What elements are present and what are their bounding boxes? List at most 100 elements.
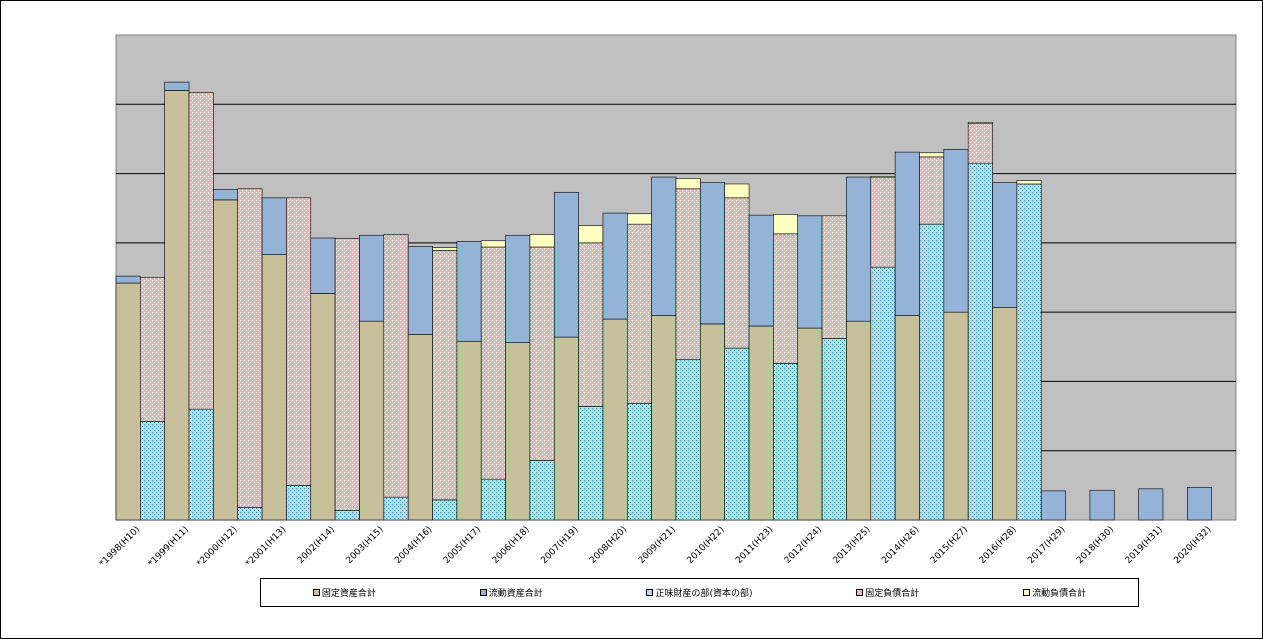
bar-asset-0-2002-h14- [310, 293, 336, 521]
bar-liability-1-2004-h16- [432, 250, 458, 501]
legend-label-current-liabilities: 流動負債合計 [1032, 589, 1087, 599]
x-tick-label-2010-h22-: 2010(H22) [685, 525, 726, 566]
bar-asset-0--2001-h13- [261, 254, 287, 521]
bar-asset-1-2014-h26- [894, 151, 920, 316]
bar-liability-1-2006-h18- [529, 246, 555, 461]
bar-liability-1-2014-h26- [919, 156, 945, 225]
x-tick-label-2015-h27-: 2015(H27) [929, 525, 970, 566]
bar-liability-0-2013-h25- [870, 266, 896, 521]
bar-liability-0-2009-h21- [675, 358, 701, 521]
x-tick-label--1999-h11-: *1999(H11) [147, 525, 191, 569]
x-tick-label-2016-h28-: 2016(H28) [978, 525, 1019, 566]
bar-liability-1--1998-h10- [140, 277, 165, 422]
bar-liability-0-2003-h15- [383, 496, 409, 521]
bar-liability-2-2007-h19- [578, 225, 604, 244]
bar-liability-0-2006-h18- [529, 460, 555, 521]
legend-item-fixed-assets: 固定資産合計 [312, 586, 376, 599]
bar-asset-1-2005-h17- [456, 241, 482, 342]
bar-liability-0-2002-h14- [334, 509, 360, 521]
bar-liability-1--2001-h13- [286, 197, 312, 486]
x-tick-label-2002-h14-: 2002(H14) [296, 525, 337, 566]
legend-item-current-liabilities: 流動負債合計 [1023, 586, 1086, 599]
x-tick-label-2020-h32-: 2020(H32) [1172, 525, 1213, 566]
bar-liability-0-2005-h17- [480, 478, 506, 521]
bar-liability-1-2003-h15- [383, 234, 409, 498]
bar-liability-1-2009-h21- [675, 188, 701, 360]
bar-liability-2-2006-h18- [529, 234, 555, 248]
bar-asset-0-2003-h15- [359, 320, 385, 521]
bar-liability-1--2000-h12- [237, 188, 263, 508]
bar-liability-1-2008-h20- [627, 223, 652, 404]
bar-asset-1--2001-h13- [261, 197, 287, 255]
legend-label-net-assets: 正味財産の部(資本の部) [655, 589, 753, 599]
bar-liability-0-2007-h19- [578, 406, 604, 521]
bar-liability-2-2010-h22- [724, 183, 750, 199]
bar-asset-1-2003-h15- [359, 234, 385, 322]
bar-asset-1-2011-h23- [748, 214, 774, 327]
bar-asset-1-2013-h25- [846, 176, 872, 322]
bar-asset-0--2000-h12- [213, 199, 239, 521]
x-tick-label-2019-h31-: 2019(H31) [1124, 525, 1165, 566]
x-tick-label-2013-h25-: 2013(H25) [832, 525, 873, 566]
bar-asset-0-2007-h19- [553, 336, 579, 521]
x-tick-label-2004-h16-: 2004(H16) [393, 525, 434, 566]
bar-liability-2-2011-h23- [773, 214, 799, 235]
bar-asset-1-2012-h24- [797, 215, 823, 329]
bar-asset-1-2015-h27- [943, 149, 969, 313]
x-tick-label-2006-h18-: 2006(H18) [491, 525, 532, 566]
bar-asset-1-2004-h16- [407, 246, 433, 335]
legend-label-fixed-assets: 固定資産合計 [321, 589, 376, 599]
bar-liability-0-2008-h20- [627, 403, 652, 521]
legend-swatch-net-assets [646, 589, 654, 596]
bar-asset-1-2008-h20- [602, 212, 628, 320]
x-tick-label-2007-h19-: 2007(H19) [539, 525, 580, 566]
bar-asset-0-2005-h17- [456, 340, 482, 521]
bar-liability-2-2016-h28- [1016, 180, 1042, 185]
x-tick-label-2003-h15-: 2003(H15) [345, 525, 386, 566]
legend-item-current-assets: 流動資産合計 [479, 586, 543, 599]
legend-swatch-fixed-liabilities [856, 589, 864, 596]
bar-liability-2-2009-h21- [675, 178, 701, 190]
bar-asset-0--1998-h10- [115, 282, 141, 521]
bar-asset-1-2019-h31- [1138, 488, 1164, 521]
x-tick-labels: *1998(H10) *1999(H11) *2000(H12) *2001(H13)… [98, 525, 1214, 569]
legend-label-fixed-liabilities: 固定負債合計 [865, 589, 920, 599]
bar-liability-0--2000-h12- [237, 507, 263, 521]
bar-liability-1-2005-h17- [480, 246, 506, 480]
bar-asset-1-2006-h18- [505, 234, 531, 343]
bar-liability-1-2015-h27- [967, 123, 993, 164]
bar-liability-0-2016-h28- [1016, 183, 1042, 521]
bar-liability-2-2015-h27- [967, 122, 993, 124]
bar-asset-1-2010-h22- [700, 182, 725, 325]
x-tick-label--1998-h10-: *1998(H10) [98, 525, 142, 569]
bar-asset-0-2013-h25- [846, 320, 872, 521]
x-tick-label-2018-h30-: 2018(H30) [1075, 525, 1116, 566]
bar-liability-1-2002-h14- [334, 238, 360, 511]
bar-asset-1-2007-h19- [553, 191, 579, 338]
bar-asset-0-2012-h24- [797, 327, 823, 521]
bar-asset-1--1999-h11- [164, 81, 190, 91]
x-tick-label-2014-h26-: 2014(H26) [880, 525, 921, 566]
bar-liability-0--1998-h10- [140, 421, 165, 521]
bar-liability-1--1999-h11- [188, 92, 214, 410]
bar-asset-1-2009-h21- [651, 176, 677, 316]
legend-item-net-assets: 正味財産の部(資本の部) [646, 586, 753, 599]
bar-asset-0-2006-h18- [505, 342, 531, 521]
bar-liability-1-2007-h19- [578, 242, 604, 407]
bar-liability-1-2011-h23- [773, 233, 799, 364]
legend-swatch-fixed-assets [312, 589, 320, 596]
bar-liability-2-2014-h26- [919, 152, 945, 158]
legend-swatch-current-liabilities [1023, 589, 1031, 596]
bar-liability-2-2004-h16- [432, 247, 458, 251]
bar-liability-0-2015-h27- [967, 162, 993, 521]
bar-liability-2-2013-h25- [870, 176, 896, 179]
x-tick-label-2005-h17-: 2005(H17) [442, 525, 483, 566]
x-tick-label--2001-h13-: *2001(H13) [244, 525, 288, 569]
bar-liability-0-2012-h24- [821, 338, 847, 521]
bar-asset-0-2009-h21- [651, 315, 677, 521]
bar-liability-1-2012-h24- [821, 215, 847, 339]
bar-liability-1-2010-h22- [724, 197, 750, 349]
bar-asset-0-2015-h27- [943, 311, 969, 521]
bar-liability-2-2008-h20- [627, 213, 652, 225]
